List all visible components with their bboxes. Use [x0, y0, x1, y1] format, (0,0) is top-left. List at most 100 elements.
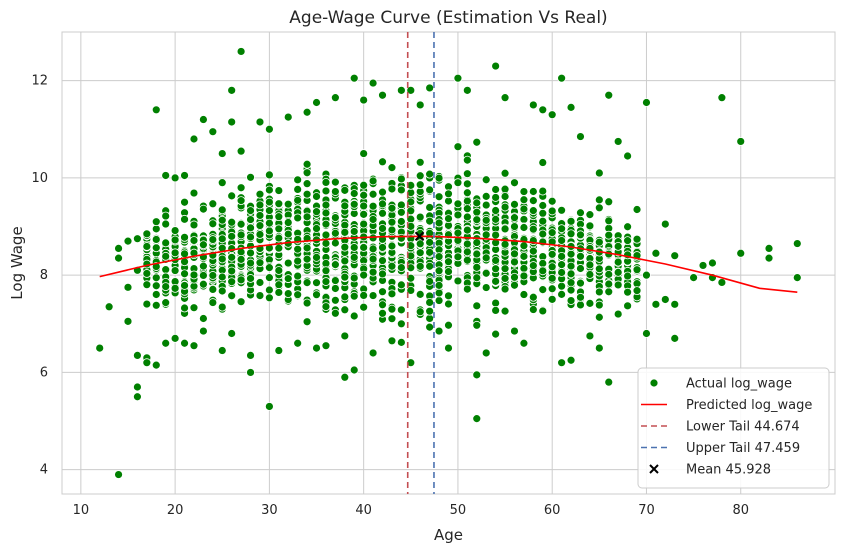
- scatter-point: [368, 291, 378, 300]
- scatter-point: [208, 285, 218, 294]
- scatter-point: [330, 177, 340, 187]
- scatter-point: [613, 257, 623, 267]
- scatter-point: [491, 206, 501, 215]
- scatter-point: [396, 337, 406, 347]
- scatter-point: [302, 278, 312, 288]
- y-tick-label: 8: [40, 268, 48, 283]
- scatter-point: [576, 300, 585, 310]
- scatter-point: [199, 261, 208, 271]
- scatter-point: [594, 312, 604, 322]
- scatter-point: [566, 285, 576, 295]
- scatter-point: [387, 336, 397, 346]
- scatter-point: [396, 217, 406, 226]
- scatter-point: [481, 175, 491, 185]
- scatter-point: [396, 200, 406, 210]
- y-tick-label: 10: [31, 171, 48, 186]
- scatter-point: [547, 249, 557, 259]
- scatter-point: [472, 238, 482, 247]
- scatter-point: [604, 279, 614, 289]
- scatter-point: [510, 213, 519, 223]
- x-tick-label: 30: [261, 503, 278, 518]
- scatter-point: [566, 102, 576, 112]
- scatter-point: [594, 287, 604, 297]
- scatter-point: [330, 284, 340, 293]
- scatter-point: [425, 298, 435, 307]
- scatter-point: [585, 331, 595, 341]
- scatter-point: [500, 202, 510, 212]
- scatter-point: [623, 287, 633, 297]
- scatter-point: [312, 192, 321, 201]
- scatter-point: [415, 180, 425, 190]
- scatter-point: [491, 255, 501, 265]
- chart-title: Age-Wage Curve (Estimation Vs Real): [289, 8, 607, 28]
- scatter-point: [528, 292, 538, 302]
- scatter-point: [481, 348, 491, 358]
- scatter-point: [340, 305, 350, 315]
- scatter-point: [500, 224, 510, 234]
- scatter-point: [189, 303, 199, 313]
- scatter-point: [368, 267, 378, 277]
- scatter-point: [170, 226, 180, 235]
- scatter-point: [462, 179, 472, 189]
- scatter-point: [519, 290, 529, 299]
- scatter-point: [236, 47, 246, 56]
- scatter-point: [434, 296, 444, 305]
- y-axis-label: Log Wage: [8, 226, 26, 299]
- scatter-point: [415, 157, 425, 167]
- scatter-point: [387, 241, 397, 251]
- scatter-point: [189, 134, 199, 144]
- y-tick-label: 6: [40, 365, 48, 380]
- scatter-point: [557, 281, 567, 291]
- scatter-point: [538, 186, 548, 196]
- scatter-point: [340, 272, 350, 282]
- scatter-point: [444, 189, 453, 199]
- scatter-point: [170, 248, 180, 258]
- scatter-point: [293, 175, 303, 185]
- scatter-point: [378, 157, 387, 167]
- scatter-point: [264, 197, 274, 207]
- scatter-point: [528, 196, 538, 206]
- scatter-point: [576, 278, 585, 288]
- scatter-point: [368, 189, 378, 199]
- scatter-point: [472, 273, 482, 283]
- scatter-point: [434, 192, 444, 202]
- scatter-point: [359, 243, 369, 252]
- x-tick-label: 80: [732, 503, 749, 518]
- scatter-point: [349, 365, 359, 375]
- scatter-point: [274, 243, 284, 253]
- scatter-point: [246, 232, 255, 242]
- scatter-point: [547, 262, 557, 272]
- x-axis-label: Age: [434, 526, 463, 544]
- scatter-point: [472, 215, 482, 225]
- y-tick-label: 12: [31, 74, 48, 89]
- scatter-point: [576, 264, 585, 273]
- scatter-point: [170, 283, 180, 293]
- scatter-point: [123, 282, 133, 292]
- scatter-point: [594, 343, 604, 353]
- scatter-point: [378, 256, 387, 265]
- scatter-point: [255, 278, 265, 287]
- scatter-point: [415, 261, 425, 271]
- scatter-point: [330, 238, 340, 248]
- scatter-point: [528, 100, 538, 110]
- scatter-point: [519, 187, 529, 196]
- scatter-point: [406, 273, 416, 283]
- scatter-point: [396, 85, 406, 95]
- scatter-point: [481, 283, 491, 292]
- scatter-point: [170, 333, 180, 343]
- scatter-point: [170, 235, 180, 245]
- scatter-point: [604, 287, 614, 297]
- scatter-point: [189, 236, 199, 245]
- scatter-point: [208, 235, 218, 244]
- scatter-point: [236, 297, 246, 307]
- scatter-point: [576, 208, 585, 218]
- scatter-point: [387, 184, 397, 194]
- scatter-point: [330, 276, 340, 285]
- scatter-point: [528, 206, 538, 216]
- scatter-point: [604, 216, 614, 226]
- scatter-point: [510, 178, 519, 188]
- scatter-point: [217, 272, 227, 282]
- scatter-point: [557, 268, 567, 277]
- scatter-point: [368, 348, 378, 358]
- scatter-point: [528, 261, 538, 270]
